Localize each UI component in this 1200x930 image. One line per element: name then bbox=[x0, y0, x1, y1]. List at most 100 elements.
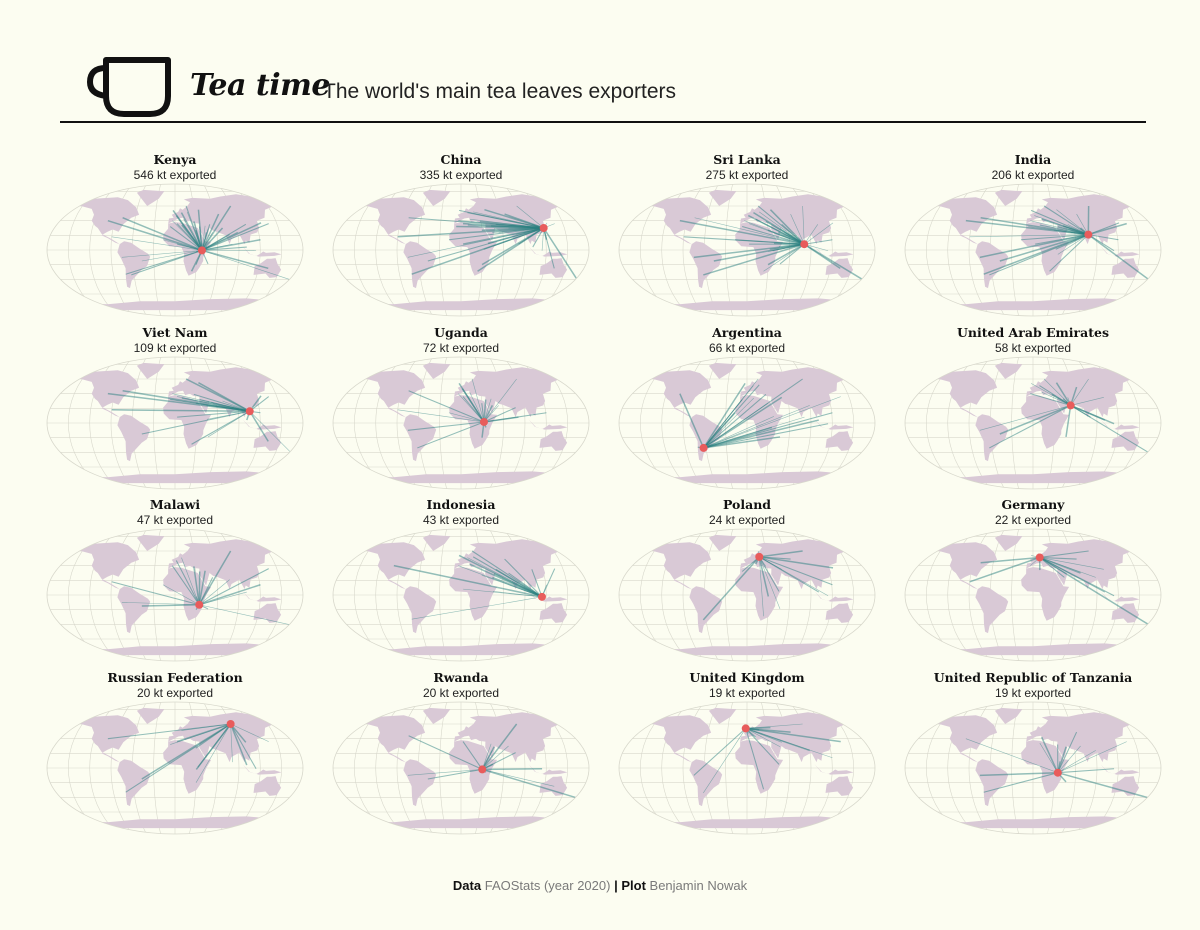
export-flow-line bbox=[193, 566, 200, 605]
land-shape bbox=[528, 591, 568, 602]
footer-separator: | bbox=[614, 878, 618, 893]
export-flow-line bbox=[107, 392, 250, 413]
export-flow-line bbox=[141, 604, 200, 607]
export-flow-line bbox=[804, 222, 834, 245]
export-flow-line bbox=[1088, 222, 1120, 236]
export-flow-line bbox=[802, 205, 805, 245]
land-shape bbox=[931, 715, 998, 763]
export-flow-line bbox=[411, 227, 544, 275]
footer-plot-label: Plot bbox=[621, 878, 646, 893]
export-flow-line bbox=[458, 565, 543, 598]
land-shape bbox=[645, 542, 712, 590]
land-shape bbox=[359, 715, 426, 763]
export-flow-line bbox=[193, 393, 250, 412]
map-outline bbox=[618, 183, 876, 317]
exporter-name: Rwanda bbox=[433, 670, 489, 685]
land-shape bbox=[1026, 712, 1141, 763]
world-map bbox=[332, 356, 590, 490]
export-flow-line bbox=[249, 410, 269, 442]
export-flow-line bbox=[769, 209, 805, 245]
export-flow-line bbox=[679, 393, 705, 449]
export-flow-line bbox=[1070, 378, 1089, 406]
exporter-origin-dot bbox=[1066, 401, 1075, 410]
exporter-panel: United Kingdom 19 kt exported bbox=[612, 670, 882, 840]
exporter-name: China bbox=[440, 152, 482, 167]
export-flow-line bbox=[417, 421, 485, 449]
export-volume: 72 kt exported bbox=[422, 341, 500, 355]
land-shape bbox=[740, 367, 855, 418]
world-map bbox=[46, 183, 304, 317]
exporter-panel: Rwanda 20 kt exported bbox=[326, 670, 596, 840]
land-shape bbox=[814, 591, 854, 602]
land-shape bbox=[644, 816, 852, 829]
export-flow-line bbox=[759, 556, 791, 560]
export-flow-line bbox=[458, 209, 544, 229]
export-flow-line bbox=[1039, 557, 1104, 570]
land-shape bbox=[163, 740, 212, 794]
export-flow-line bbox=[462, 222, 544, 229]
export-flow-line bbox=[448, 227, 544, 241]
land-shape bbox=[644, 643, 852, 656]
land-shape bbox=[242, 419, 282, 430]
land-shape bbox=[454, 712, 569, 763]
world-map bbox=[618, 528, 876, 662]
exporter-origin-dot bbox=[478, 765, 487, 774]
export-flow-line bbox=[408, 390, 485, 423]
export-flow-line bbox=[201, 225, 206, 251]
export-flow-line bbox=[1070, 397, 1104, 406]
export-flow-line bbox=[111, 236, 202, 251]
land-shape bbox=[359, 542, 426, 590]
export-volume: 22 kt exported bbox=[994, 513, 1072, 527]
export-flow-line bbox=[1057, 750, 1096, 773]
map-outline bbox=[332, 356, 590, 490]
export-flow-line bbox=[543, 227, 579, 281]
exporter-name: United Arab Emirates bbox=[957, 325, 1109, 340]
export-flow-line bbox=[195, 723, 231, 783]
exporter-name: United Kingdom bbox=[689, 670, 805, 685]
export-flow-line bbox=[1030, 383, 1071, 406]
exporter-name: Uganda bbox=[434, 325, 488, 340]
graticule-line bbox=[153, 357, 161, 489]
land-shape bbox=[994, 189, 1023, 206]
export-flow-line bbox=[198, 570, 206, 605]
exporter-origin-dot bbox=[479, 417, 488, 426]
export-flow-line bbox=[1040, 736, 1059, 774]
land-shape bbox=[931, 370, 998, 418]
export-flow-line bbox=[979, 771, 1058, 777]
export-flow-line bbox=[1049, 234, 1089, 272]
export-flow-line bbox=[969, 234, 1089, 238]
land-shape bbox=[1100, 419, 1140, 430]
land-shape bbox=[136, 534, 165, 551]
export-flow-line bbox=[172, 220, 203, 251]
export-flow-line bbox=[1070, 404, 1106, 421]
exporter-panel: Viet Nam 109 kt exported bbox=[40, 325, 310, 495]
map-outline bbox=[332, 701, 590, 835]
graticule-line bbox=[725, 702, 733, 834]
export-flow-line bbox=[703, 396, 841, 449]
land-shape bbox=[814, 246, 854, 257]
export-flow-line bbox=[458, 382, 485, 423]
land-shape bbox=[740, 712, 855, 763]
export-flow-line bbox=[458, 393, 485, 423]
export-flow-line bbox=[679, 219, 805, 245]
map-outline bbox=[332, 528, 590, 662]
export-flow-line bbox=[703, 419, 819, 449]
export-flow-line bbox=[1057, 771, 1150, 799]
export-flow-line bbox=[980, 556, 1040, 564]
export-flow-line bbox=[1057, 746, 1067, 773]
exporter-origin-dot bbox=[1035, 553, 1044, 562]
export-flow-line bbox=[407, 769, 483, 776]
export-flow-line bbox=[448, 412, 485, 423]
graticule-line bbox=[1011, 357, 1019, 489]
export-flow-line bbox=[121, 602, 200, 606]
export-flow-line bbox=[195, 723, 232, 770]
export-flow-line bbox=[1055, 382, 1072, 406]
exporter-name: Poland bbox=[722, 497, 772, 512]
export-volume: 546 kt exported bbox=[133, 168, 217, 182]
land-shape bbox=[403, 759, 437, 807]
land-shape bbox=[358, 298, 566, 311]
land-shape bbox=[528, 764, 568, 775]
export-flow-line bbox=[1039, 557, 1065, 578]
export-flow-line bbox=[408, 735, 483, 770]
